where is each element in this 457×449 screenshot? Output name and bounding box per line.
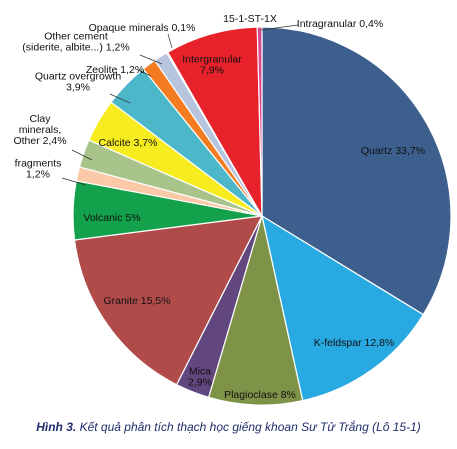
data-label-clay-minerals-other: Clay minerals, Other 2,4% bbox=[13, 113, 66, 147]
figure-caption: Hình 3. Kết quả phân tích thạch học giến… bbox=[0, 420, 457, 434]
data-label-volcanic: Volcanic 5% bbox=[83, 212, 140, 224]
leader-line-intragranular bbox=[260, 24, 299, 31]
data-label-opaque-minerals: Opaque minerals 0,1% bbox=[89, 22, 196, 34]
chart-title: 15-1-ST-1X bbox=[223, 13, 277, 25]
caption-text: Kết quả phân tích thạch học giếng khoan … bbox=[79, 420, 421, 434]
leader-line-other-cement bbox=[139, 54, 163, 65]
leader-line-opaque-minerals bbox=[167, 33, 173, 49]
leader-line-other-fragments bbox=[61, 177, 87, 186]
pie-slice-quartz bbox=[261, 26, 452, 316]
data-label-quartz: Quartz 33,7% bbox=[361, 145, 425, 157]
data-label-other-cement: Other cement (siderite, albite...) 1,2% bbox=[22, 31, 129, 54]
data-label-mica: Mica 2,9% bbox=[188, 366, 212, 389]
data-label-quartz-overgrowth: Quartz overgrowth 3,9% bbox=[35, 71, 122, 94]
leader-line-clay-minerals-other bbox=[71, 149, 93, 161]
data-label-k-feldspar: K-feldspar 12,8% bbox=[314, 337, 395, 349]
data-label-intragranular: Intragranular 0,4% bbox=[297, 18, 383, 30]
leader-line-zeolite bbox=[137, 69, 152, 77]
pie-slice-granite bbox=[73, 215, 264, 386]
pie-slice-intergranular bbox=[166, 26, 263, 217]
pie-slice-plagioclase bbox=[207, 215, 304, 406]
data-label-granite: Granite 15,5% bbox=[103, 295, 170, 307]
pie-slice-k-feldspar bbox=[261, 214, 425, 402]
caption-prefix: Hình 3. bbox=[36, 420, 77, 434]
data-label-calcite: Calcite 3,7% bbox=[99, 137, 158, 149]
data-label-other-fragments: fragments 1,2% bbox=[15, 158, 62, 181]
data-label-zeolite: Zeolite 1,2% bbox=[86, 64, 144, 76]
pie-slice-intragranular bbox=[256, 26, 263, 217]
leader-line-quartz-overgrowth bbox=[109, 93, 131, 104]
data-label-plagioclase: Plagioclase 8% bbox=[224, 389, 296, 401]
data-label-intergranular: Intergranular 7,9% bbox=[182, 54, 242, 77]
